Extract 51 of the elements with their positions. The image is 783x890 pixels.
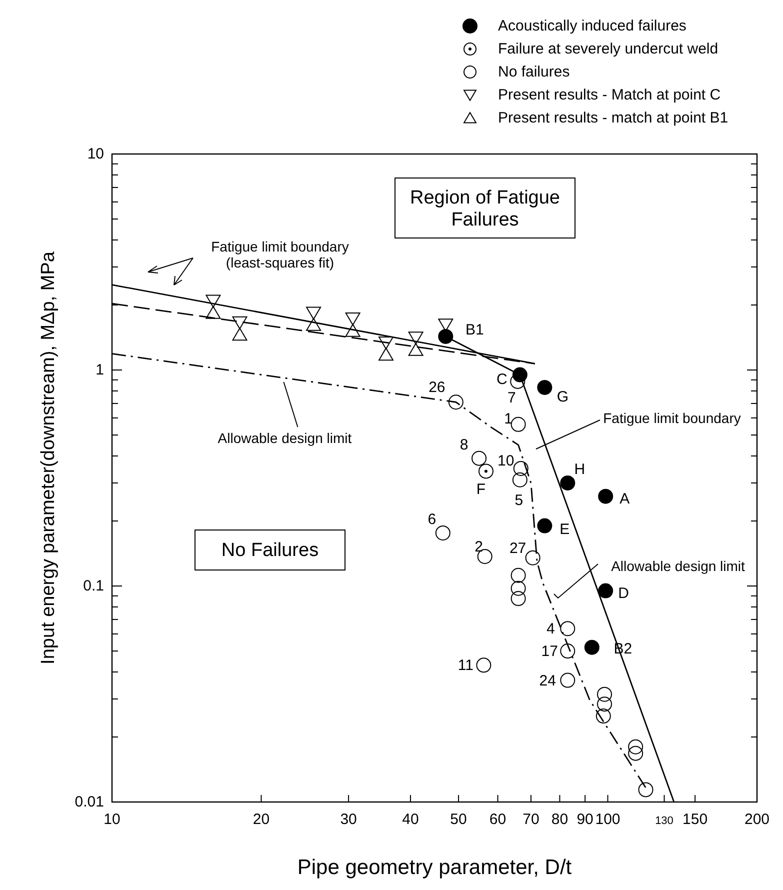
annotation: E	[560, 520, 570, 538]
legend-label: Failure at severely undercut weld	[498, 40, 718, 58]
x-tick-label: 150	[682, 811, 708, 828]
annotation: Fatigue limit boundary	[603, 410, 741, 426]
x-tick-label: 100	[595, 811, 620, 828]
x-tick-label: 200	[744, 811, 770, 828]
y-tick-label: 0.1	[83, 578, 104, 594]
annotation: Allowable design limit	[611, 558, 746, 574]
x-tick-label: 30	[340, 811, 357, 828]
annotation: 24	[539, 672, 556, 689]
x-tick-label: 60	[489, 811, 506, 828]
x-tick-label: 50	[450, 811, 467, 828]
legend-label: No failures	[498, 64, 570, 80]
x-tick-label: 130	[655, 815, 674, 827]
annotation: No Failures	[221, 540, 319, 560]
annotation: 10	[498, 452, 514, 469]
annotation: Allowable design limit	[218, 430, 352, 446]
annotation: A	[620, 490, 630, 507]
annotation: D	[618, 584, 630, 602]
annotation: 6	[428, 510, 436, 528]
legend-label: Acoustically induced failures	[498, 18, 686, 34]
x-tick-label: 20	[252, 811, 270, 828]
annotation: 5	[514, 491, 524, 508]
annotation: 1	[504, 410, 512, 427]
y-tick-label: 0.01	[74, 794, 104, 810]
x-axis-title: Pipe geometry parameter, D/t	[297, 856, 572, 879]
annotation: 4	[546, 620, 555, 638]
annotation: B1	[465, 320, 484, 338]
y-tick-label: 10	[87, 146, 104, 162]
annotation: 7	[507, 388, 516, 406]
annotation: 26	[428, 378, 446, 396]
x-tick-label: 10	[104, 811, 120, 828]
legend-label: Present results - Match at point C	[498, 86, 721, 104]
x-tick-label: 80	[551, 811, 568, 828]
annotation: F	[476, 480, 486, 498]
annotation: H	[574, 460, 586, 478]
annotation: 11	[458, 656, 474, 674]
legend-label: Present results - match at point B1	[498, 110, 728, 126]
annotation: Region of Fatigue Failures	[410, 187, 560, 230]
annotation: C	[496, 370, 508, 388]
annotation: 27	[509, 539, 526, 556]
annotation: G	[556, 388, 569, 405]
y-axis-title: Input energy parameter(downstream), MΔp, MPa	[38, 251, 59, 664]
annotation: Fatigue limit boundary (least-squares fit)	[211, 238, 349, 270]
annotation: 17	[541, 642, 558, 660]
annotation: 8	[460, 436, 468, 453]
x-tick-label: 40	[402, 811, 419, 828]
x-tick-label: 90	[576, 811, 594, 828]
y-tick-label: 1	[96, 362, 104, 378]
annotation: 2	[474, 538, 484, 555]
x-tick-label: 70	[522, 811, 540, 828]
